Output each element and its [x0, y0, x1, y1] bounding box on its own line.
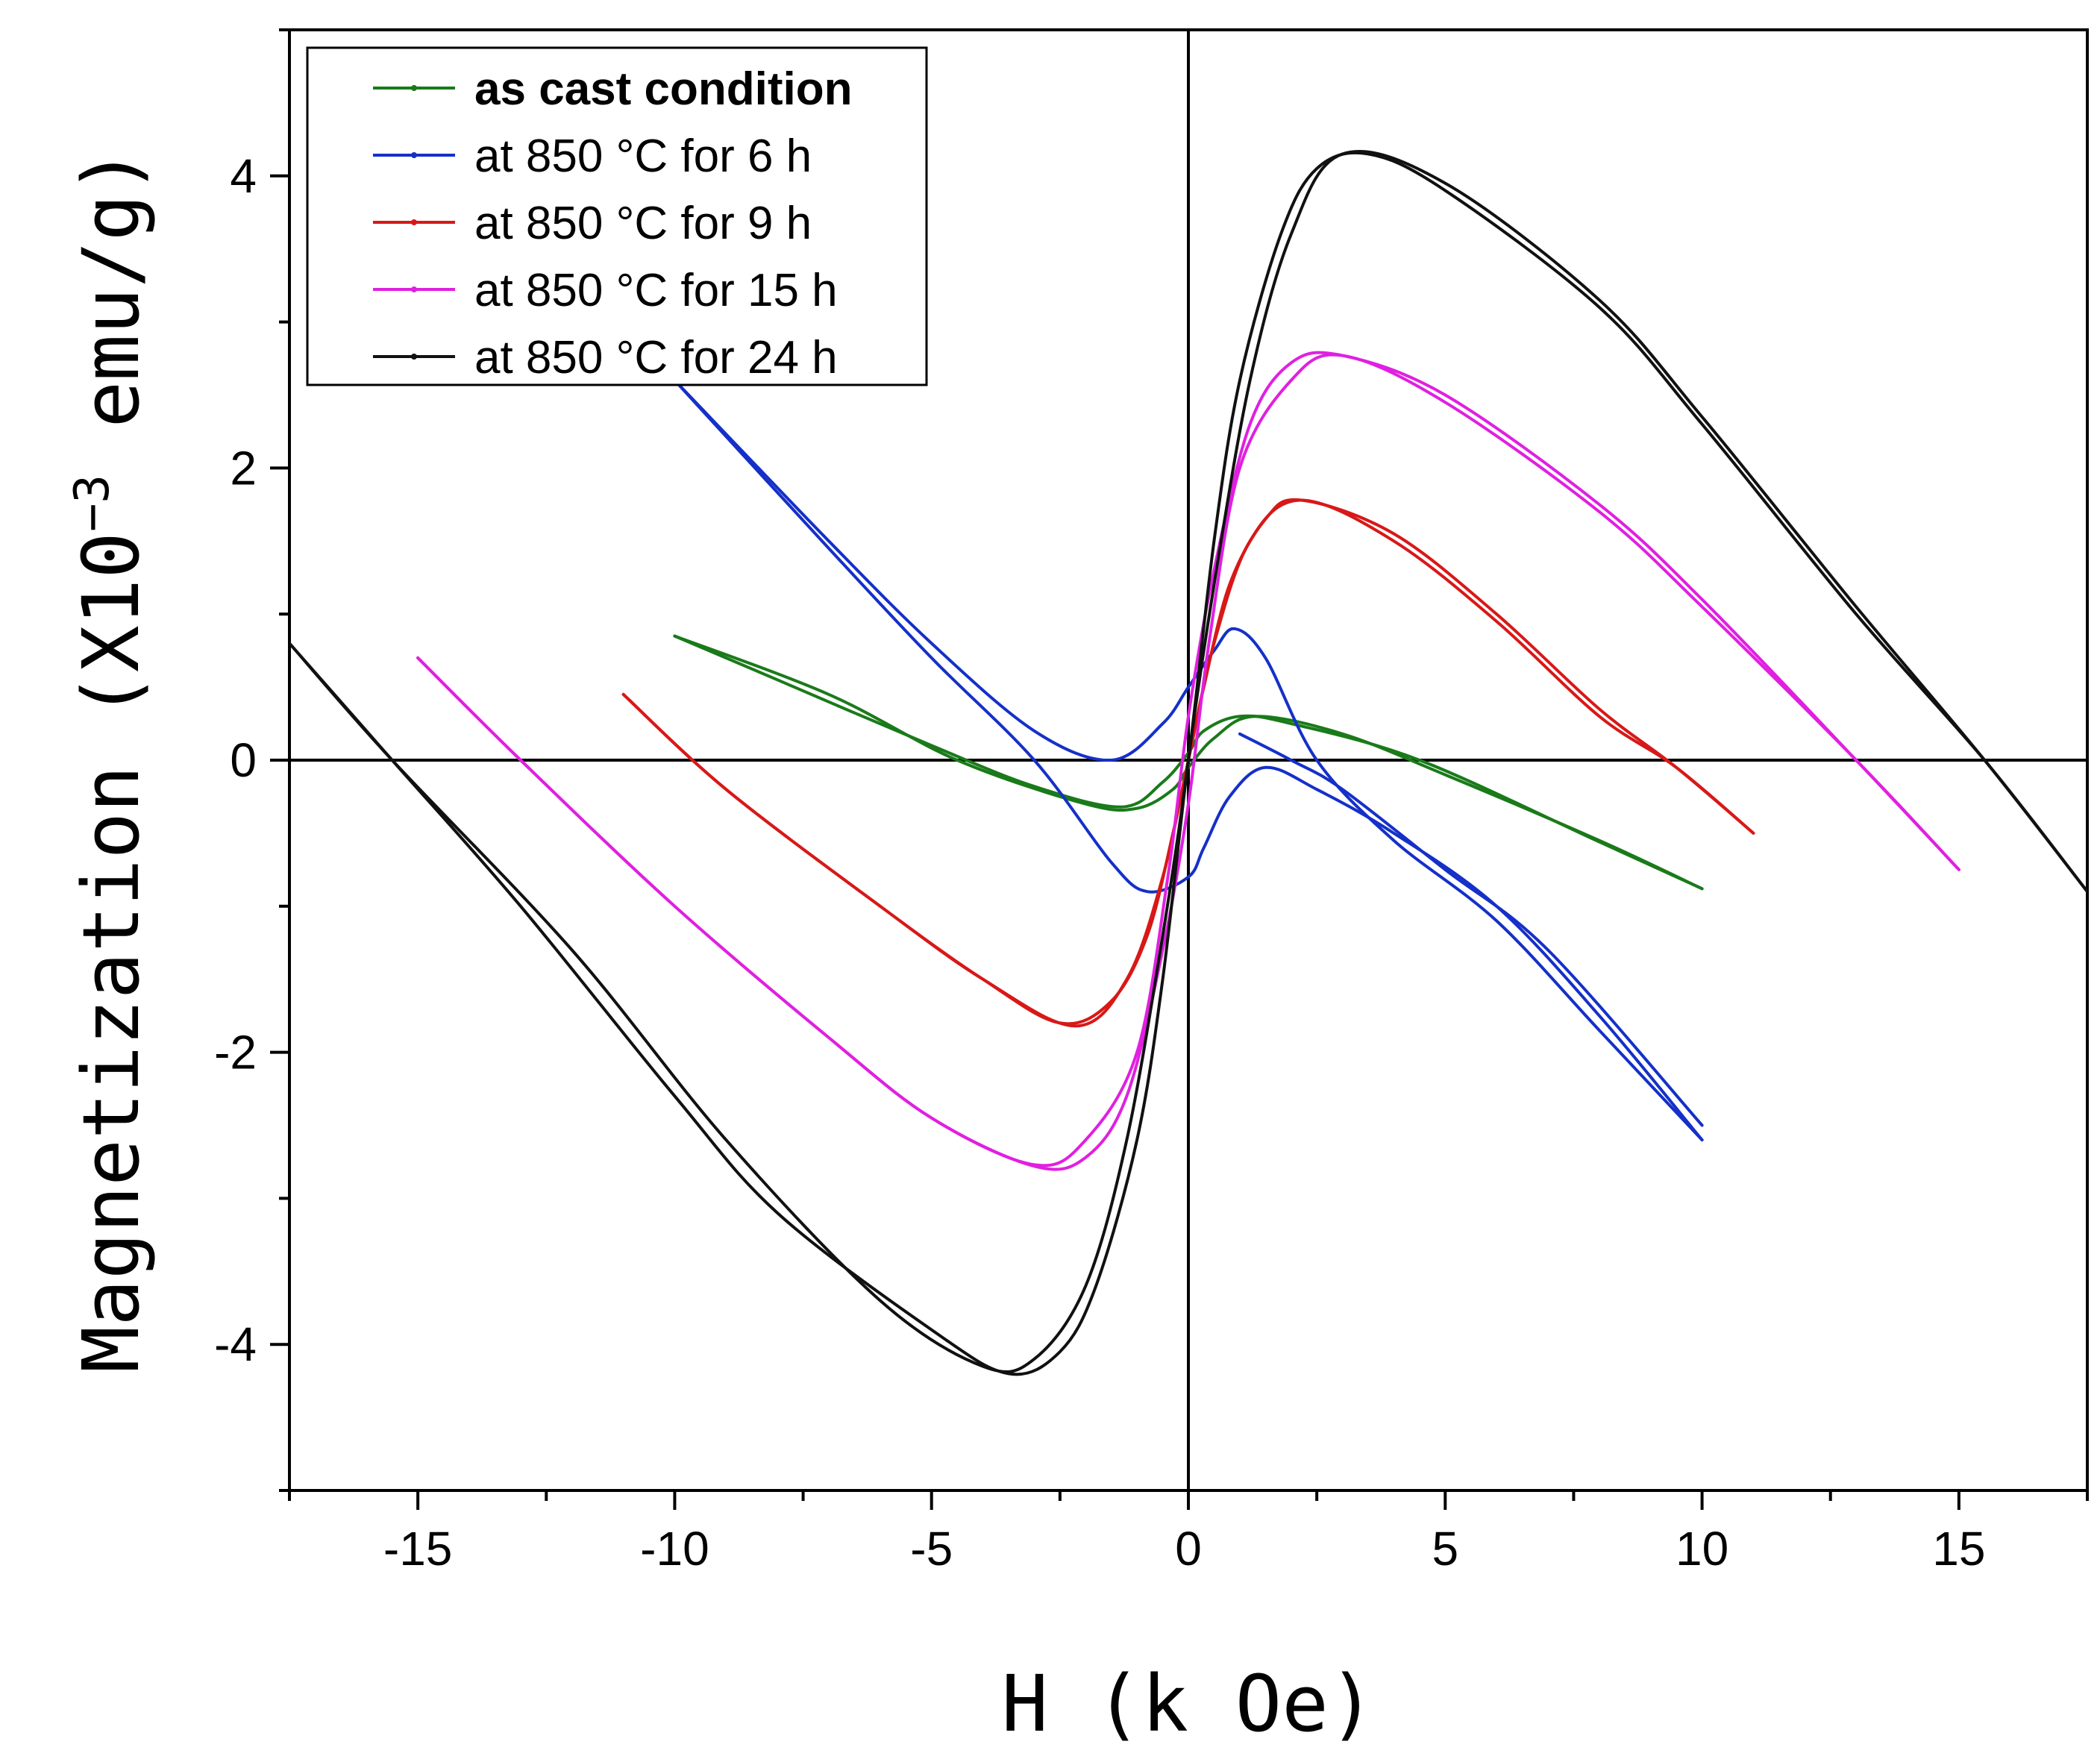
- x-tick-label: -15: [383, 1522, 453, 1576]
- series-line: [289, 150, 2087, 1376]
- legend-marker: [411, 152, 417, 158]
- legend-marker: [411, 286, 417, 292]
- y-tick-label: -2: [214, 1026, 257, 1079]
- legend: as cast condition at 850 °C for 6 h at 850…: [306, 46, 928, 386]
- x-tick-label: -10: [640, 1522, 709, 1576]
- y-axis-title-main: Magnetization (X10: [66, 532, 157, 1373]
- y-tick-label: 0: [230, 733, 257, 787]
- x-axis-ticks: -15 -10 -5 0 5 10 15: [288, 1490, 2089, 1576]
- series-3: [416, 351, 1960, 1171]
- y-axis-title: Magnetization (X10−3 emu/g): [65, 148, 157, 1373]
- y-axis-ticks: -4 -2 0 2 4: [214, 28, 289, 1492]
- y-axis-title-unit: emu/g): [66, 148, 157, 474]
- legend-label: as cast condition: [474, 63, 852, 115]
- x-axis-title: H (k Oe): [1002, 1658, 1376, 1749]
- legend-marker: [411, 354, 417, 360]
- x-tick-label: -5: [910, 1522, 953, 1576]
- x-tick-label: 10: [1676, 1522, 1728, 1576]
- y-tick-label: -4: [214, 1317, 257, 1371]
- legend-box: [306, 46, 928, 386]
- x-tick-label: 5: [1432, 1522, 1458, 1576]
- legend-label: at 850 °C for 24 h: [474, 332, 838, 383]
- legend-label: at 850 °C for 6 h: [474, 131, 812, 182]
- y-tick-label: 4: [230, 149, 257, 203]
- series-line: [416, 351, 1960, 1167]
- series-line: [1238, 732, 1704, 1127]
- series-group: [289, 150, 2087, 1376]
- legend-label: at 850 °C for 9 h: [474, 198, 812, 249]
- y-tick-label: 2: [230, 441, 257, 495]
- series-1: [673, 378, 1704, 1142]
- x-tick-label: 15: [1932, 1522, 1985, 1576]
- legend-marker: [411, 219, 417, 225]
- series-4: [289, 150, 2087, 1376]
- series-line: [621, 498, 1755, 1028]
- legend-marker: [411, 85, 417, 91]
- legend-label: at 850 °C for 15 h: [474, 265, 838, 316]
- y-axis-title-exponent: −3: [65, 474, 120, 532]
- x-tick-label: 0: [1175, 1522, 1202, 1576]
- series-line: [673, 378, 1704, 1142]
